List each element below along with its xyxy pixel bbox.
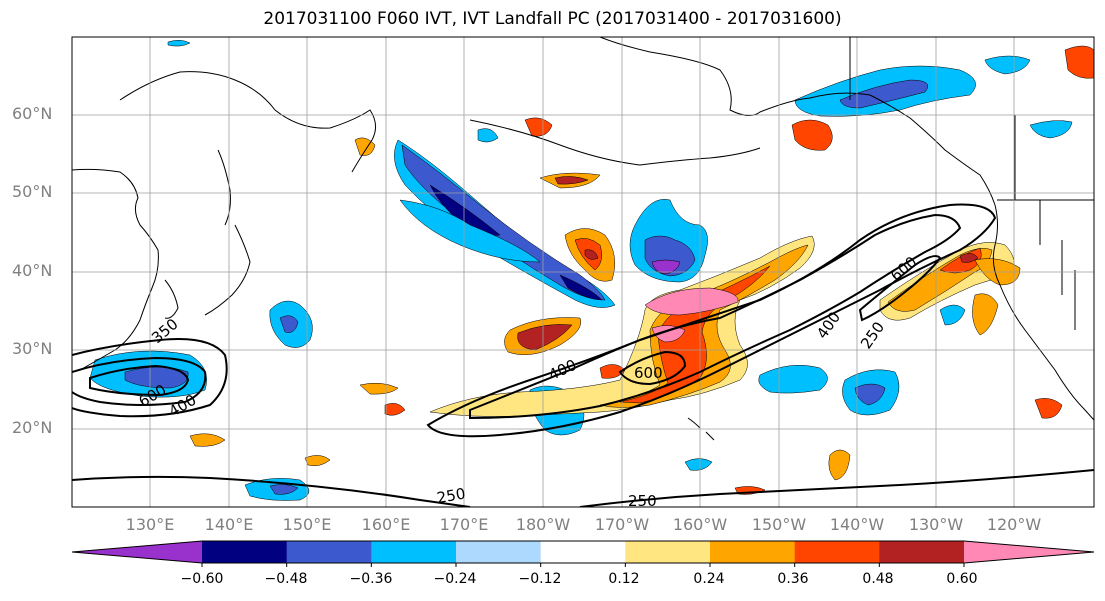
lon-label: 130°E: [125, 515, 175, 534]
contour-600-west: [89, 364, 190, 397]
shade-patch: [758, 364, 828, 394]
shade-patch: [399, 199, 541, 263]
shade-patch: [167, 40, 191, 47]
colorbar-segment: [456, 541, 542, 563]
contour-600-central: [618, 350, 687, 386]
shade-patch: [839, 79, 929, 109]
lon-label: 170°E: [439, 515, 489, 534]
shade-patch: [477, 128, 499, 143]
coast-japan: [204, 224, 251, 316]
colorbar-tick-label: 0.48: [862, 571, 894, 587]
lon-label: 180°W: [515, 515, 571, 534]
colorbar-extend-high: [964, 541, 1094, 563]
lon-label: 140°W: [829, 515, 885, 534]
lon-label: 140°E: [204, 515, 254, 534]
contour-400-main: [469, 213, 962, 420]
coast-alaska: [599, 37, 996, 206]
contour-250-south: [72, 469, 1094, 507]
colorbar-segment: [625, 541, 711, 563]
lon-label: 160°E: [361, 515, 411, 534]
map-title: 2017031100 F060 IVT, IVT Landfall PC (20…: [263, 9, 842, 29]
contour-250-west: [72, 338, 228, 418]
shade-patch: [584, 249, 599, 260]
map-border: [71, 36, 1095, 508]
shade-patch: [599, 364, 626, 379]
shade-patch: [959, 253, 979, 263]
ivt-shading: [89, 40, 1094, 501]
colorbar-tick-label: −0.12: [518, 571, 562, 587]
coast-na-west: [992, 204, 1094, 421]
colorbar-segment: [710, 541, 796, 563]
contour-label: 250: [628, 492, 657, 510]
contour-400-west: [72, 356, 207, 406]
border-states: [1014, 115, 1076, 330]
coastlines: [72, 37, 1094, 441]
colorbar-tick-label: 0.12: [608, 571, 640, 587]
shade-patch: [791, 119, 833, 151]
colorbar-extend-low: [72, 541, 202, 563]
lat-label: 20°N: [12, 418, 53, 437]
shade-patch: [1029, 120, 1073, 139]
shade-patch: [524, 117, 553, 137]
lat-label: 50°N: [12, 182, 53, 201]
shade-patch: [279, 315, 299, 333]
colorbar-tick-label: −0.36: [349, 571, 393, 587]
ivt-contours: [72, 203, 1094, 507]
shade-patch: [939, 304, 966, 326]
colorbar-tick-label: −0.60: [180, 571, 224, 587]
shade-patch: [189, 433, 226, 447]
contour-label: 600: [634, 364, 663, 382]
colorbar-segment: [202, 541, 288, 563]
colorbar-tick-label: 0.36: [777, 571, 809, 587]
lon-label: 150°E: [282, 515, 332, 534]
shade-patch: [828, 449, 851, 481]
graticule: [72, 37, 1094, 507]
shade-patch: [684, 458, 713, 471]
coast-kamchatka: [119, 71, 376, 173]
shade-patch: [559, 274, 603, 301]
shade-patch: [384, 403, 406, 416]
shade-patch: [517, 324, 573, 351]
colorbar-tick-label: −0.24: [433, 571, 477, 587]
contour-600-east: [858, 255, 942, 322]
shade-patch: [651, 325, 686, 343]
colorbar-segment: [794, 541, 880, 563]
lat-label: 40°N: [12, 261, 53, 280]
shade-patch: [359, 382, 399, 395]
shade-patch: [984, 55, 1031, 75]
lat-label: 60°N: [12, 104, 53, 123]
coast-aleutians: [469, 119, 761, 166]
colorbar-tick-label: 0.60: [946, 571, 978, 587]
lat-label: 30°N: [12, 339, 53, 358]
lon-label: 150°W: [751, 515, 807, 534]
shade-patch: [854, 383, 886, 406]
colorbar-tick-label: −0.48: [264, 571, 308, 587]
shade-patch: [304, 455, 331, 467]
shade-patch: [1034, 398, 1063, 419]
lon-label: 170°W: [594, 515, 650, 534]
coast-sakhalin: [217, 149, 231, 226]
shade-patch: [644, 287, 739, 316]
contour-label: 250: [435, 484, 466, 507]
lon-label: 130°W: [908, 515, 964, 534]
shade-patch: [269, 484, 299, 495]
coast-korea: [164, 279, 179, 319]
colorbar: [71, 540, 1095, 567]
shade-patch: [619, 265, 771, 404]
colorbar-segment: [540, 541, 626, 563]
coast-hawaii: [687, 417, 715, 441]
colorbar-segment: [371, 541, 457, 563]
shade-patch: [1064, 45, 1094, 79]
lon-label: 120°W: [986, 515, 1042, 534]
colorbar-segment: [879, 541, 965, 563]
colorbar-tick-label: 0.24: [693, 571, 725, 587]
colorbar-segment: [286, 541, 372, 563]
shade-patch: [972, 293, 999, 336]
map-area: 350 600 400 400 600 250 250 400 250 600: [72, 37, 1094, 510]
lon-label: 160°W: [672, 515, 728, 534]
shade-patch: [651, 259, 681, 275]
shade-patch: [554, 176, 589, 185]
